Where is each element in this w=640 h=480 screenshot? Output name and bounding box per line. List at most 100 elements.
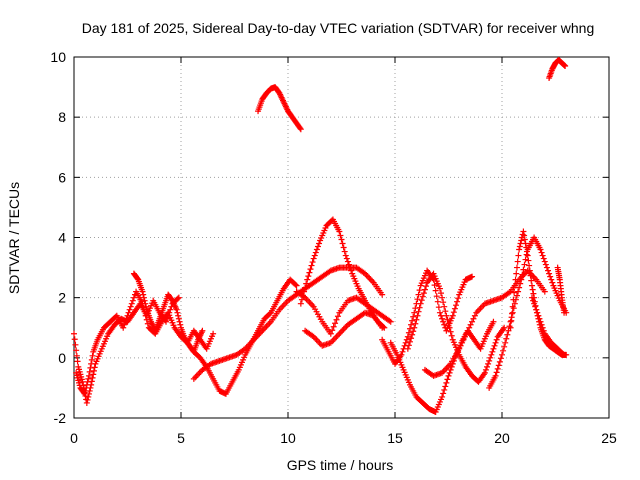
data-point <box>515 288 522 295</box>
data-point <box>308 262 315 269</box>
y-tick-label: 0 <box>58 350 66 366</box>
series-sat-i <box>302 309 386 349</box>
data-point <box>121 321 128 328</box>
y-tick-label: 10 <box>50 49 66 65</box>
data-point <box>88 356 95 363</box>
data-point <box>502 339 509 346</box>
chart-title: Day 181 of 2025, Sidereal Day-to-day VTE… <box>82 20 595 36</box>
data-point <box>545 267 552 274</box>
data-point <box>293 282 300 289</box>
data-point <box>494 365 501 372</box>
data-point <box>74 358 81 365</box>
data-point <box>404 333 411 340</box>
data-point <box>561 351 568 358</box>
data-point <box>73 352 80 359</box>
y-axis-label: SDTVAR / TECUs <box>6 182 22 294</box>
y-tick-labels: -2 0 2 4 6 8 10 <box>50 49 66 426</box>
data-point <box>511 282 518 289</box>
data-point <box>405 342 412 349</box>
data-point <box>542 261 549 268</box>
data-point <box>492 372 499 379</box>
data-point <box>469 273 476 280</box>
data-point <box>199 327 206 334</box>
data-point <box>543 264 550 271</box>
data-point <box>518 276 525 283</box>
data-point <box>309 259 316 266</box>
data-point <box>423 283 430 290</box>
data-point <box>176 318 183 325</box>
data-point <box>445 372 452 379</box>
data-point <box>175 294 182 301</box>
data-point <box>379 324 386 331</box>
data-point <box>460 336 467 343</box>
data-point <box>455 295 462 302</box>
data-point <box>489 348 496 355</box>
data-point <box>519 271 526 278</box>
data-point <box>140 294 147 301</box>
data-point <box>444 316 451 323</box>
data-point <box>535 312 542 319</box>
data-point <box>416 287 423 294</box>
data-point <box>456 345 463 352</box>
data-point <box>412 320 419 327</box>
data-point <box>520 228 527 235</box>
x-tick-label: 20 <box>494 430 510 446</box>
data-point <box>406 338 413 345</box>
data-point <box>527 272 534 279</box>
data-point <box>447 328 454 335</box>
data-point <box>442 308 449 315</box>
data-point <box>399 348 406 355</box>
data-point <box>420 290 427 297</box>
data-point <box>127 303 134 310</box>
data-point <box>559 350 566 357</box>
data-point <box>507 324 514 331</box>
data-point <box>434 298 441 305</box>
data-point <box>123 315 130 322</box>
data-point <box>507 318 514 325</box>
data-point <box>330 323 337 330</box>
series-sat-f <box>255 84 304 133</box>
data-point <box>143 303 150 310</box>
data-point <box>436 309 443 316</box>
data-point <box>409 317 416 324</box>
data-point <box>313 246 320 253</box>
data-point <box>431 282 438 289</box>
data-point <box>292 281 299 288</box>
data-point <box>546 270 553 277</box>
data-point <box>125 309 132 316</box>
data-point <box>305 273 312 280</box>
series-sat-b <box>73 288 217 397</box>
data-point <box>411 324 418 331</box>
data-point <box>210 330 217 337</box>
data-point <box>410 328 417 335</box>
data-point <box>446 324 453 331</box>
data-point <box>534 309 541 316</box>
data-point <box>501 324 508 331</box>
data-point <box>541 288 548 295</box>
data-point <box>174 295 181 302</box>
data-point <box>513 264 520 271</box>
data-point <box>345 261 352 268</box>
data-point <box>302 284 309 291</box>
y-tick-label: 2 <box>58 290 66 306</box>
data-point <box>499 351 505 358</box>
data-point <box>492 339 499 346</box>
data-point <box>438 290 445 297</box>
data-point <box>513 292 520 299</box>
data-points <box>71 57 570 415</box>
data-point <box>526 262 533 269</box>
data-point <box>82 387 89 394</box>
data-point <box>175 312 182 319</box>
series-sat-k <box>387 318 497 415</box>
data-point <box>83 384 90 391</box>
data-point <box>495 362 502 369</box>
data-point <box>141 297 148 304</box>
x-tick-label: 0 <box>70 430 78 446</box>
data-point <box>451 305 458 312</box>
data-point <box>524 252 531 259</box>
data-point <box>529 286 536 293</box>
data-point <box>404 345 411 352</box>
data-point <box>297 126 304 133</box>
data-point <box>440 318 447 325</box>
series-sat-r <box>554 264 568 316</box>
